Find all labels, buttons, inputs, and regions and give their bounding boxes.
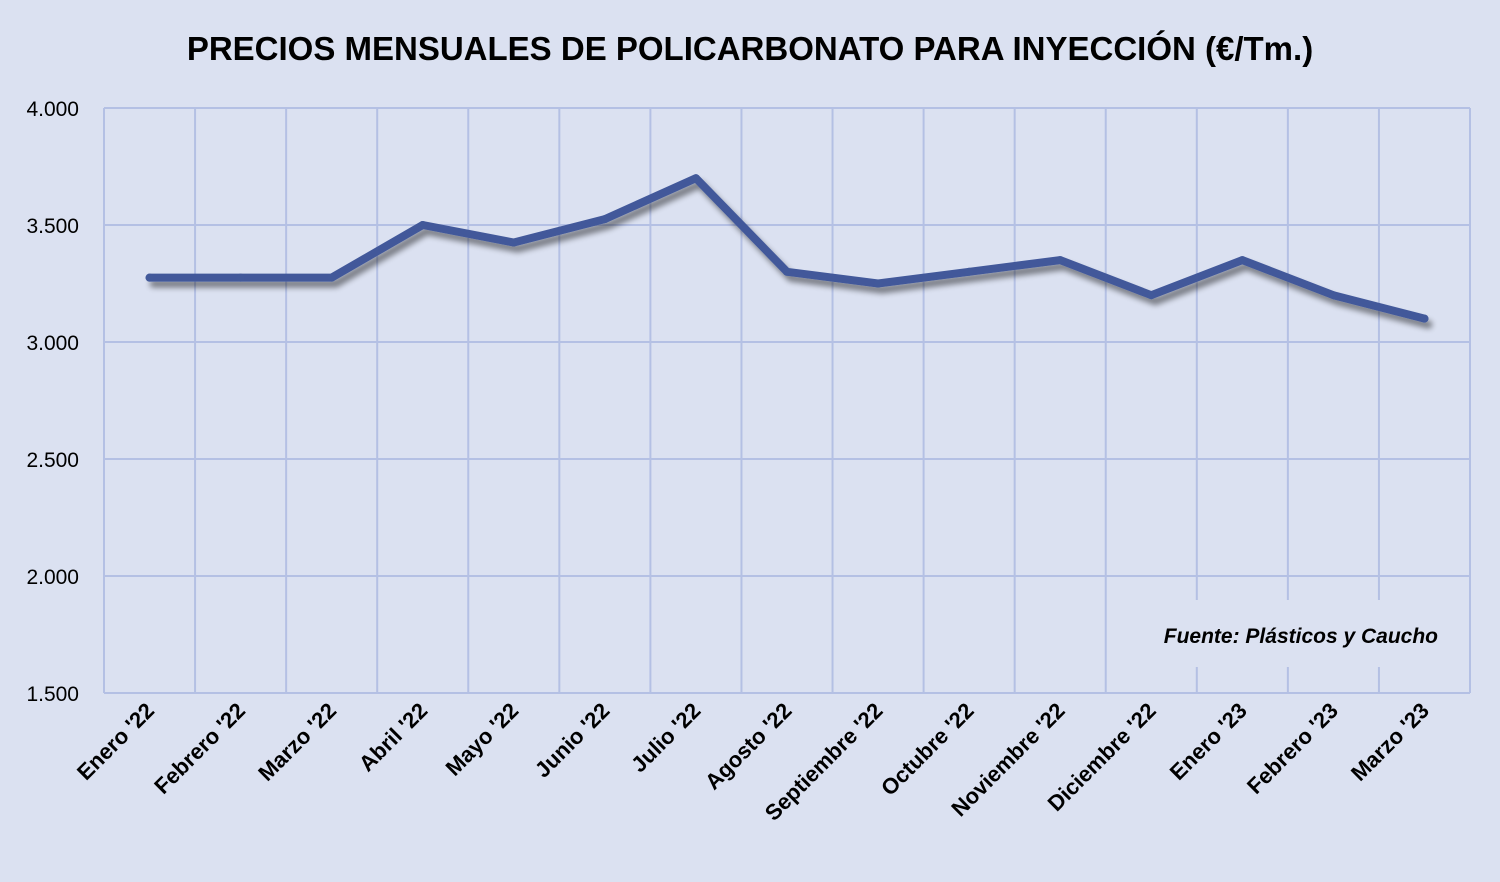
data-point [509,238,518,247]
series [145,174,1429,323]
y-tick-label: 4.000 [26,98,79,121]
data-point [1329,291,1338,300]
grid [103,107,1471,694]
y-tick-label: 2.500 [26,449,79,472]
y-tick-label: 3.500 [26,215,79,238]
y-tick-label: 2.000 [26,566,79,589]
data-point [145,273,154,282]
source-box: Fuente: Plásticos y Caucho [1134,600,1444,667]
y-axis-ticks: 1.500 2.000 2.500 3.000 3.500 4.000 [26,98,79,706]
data-point [1147,291,1156,300]
data-point [783,267,791,276]
data-point [1056,256,1065,265]
data-point [1420,314,1429,323]
data-point [874,279,883,288]
data-point [418,221,427,229]
data-point [236,273,245,282]
data-point [1238,256,1247,265]
y-tick-label: 3.000 [26,332,79,355]
chart-title: PRECIOS MENSUALES DE POLICARBONATO PARA … [187,30,1313,67]
data-point [327,273,336,282]
source-annotation: Fuente: Plásticos y Caucho [1164,625,1438,648]
y-tick-label: 1.500 [26,683,79,706]
data-point [965,267,974,276]
data-point [600,215,609,224]
data-point [691,174,700,183]
source-box-background [1134,600,1444,667]
